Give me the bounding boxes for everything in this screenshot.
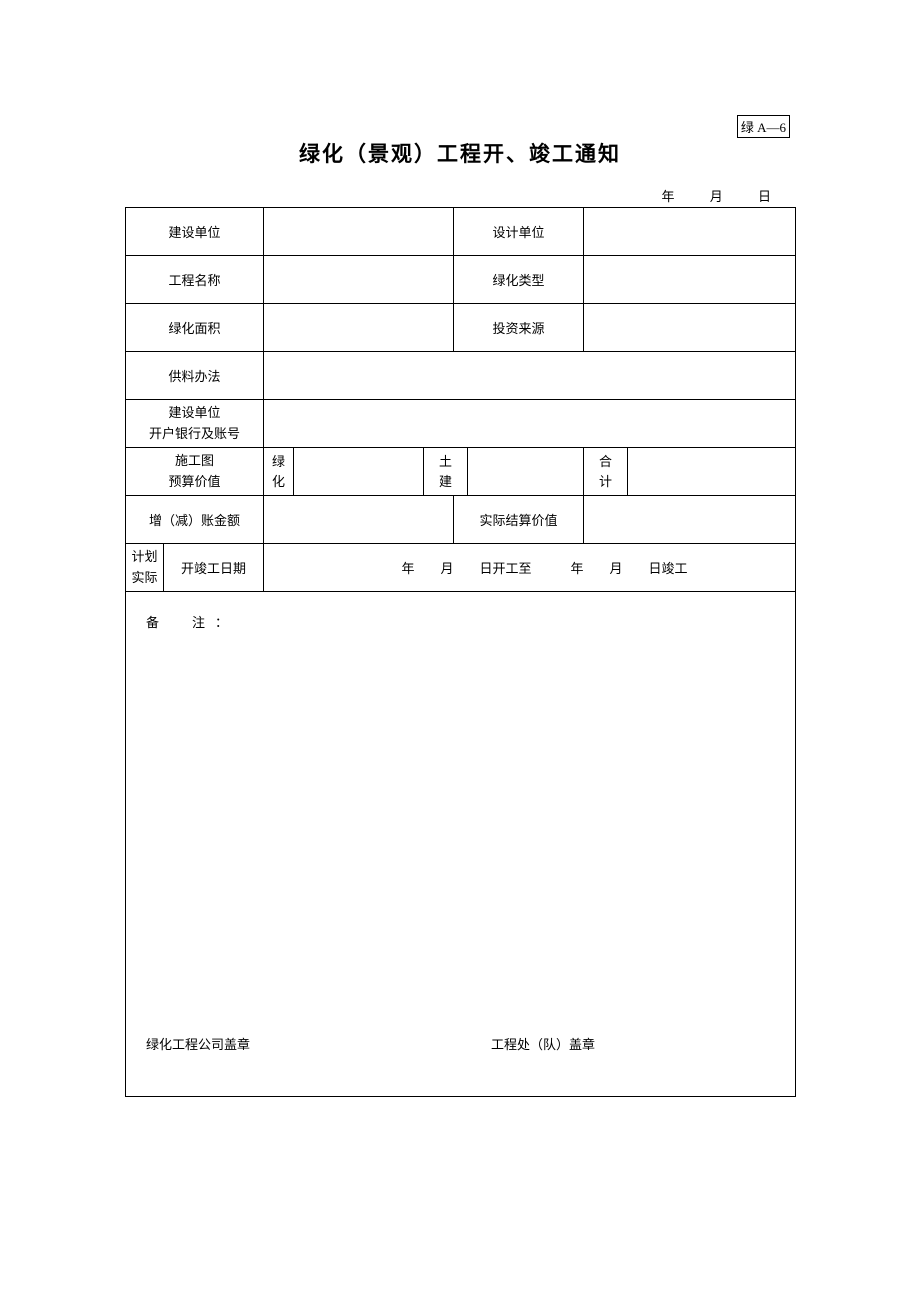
value-design-unit bbox=[584, 208, 796, 256]
month-label: 月 bbox=[710, 189, 725, 204]
label-adjustment: 增（减）账金额 bbox=[126, 496, 264, 544]
value-civil-budget bbox=[468, 448, 584, 496]
value-greening-budget bbox=[294, 448, 424, 496]
label-bank-account: 建设单位 开户银行及账号 bbox=[126, 400, 264, 448]
stamp-team: 工程处（队）盖章 bbox=[491, 1034, 595, 1053]
value-greening-area bbox=[264, 304, 454, 352]
value-date-range: 年 月 日开工至 年 月 日竣工 bbox=[264, 544, 796, 592]
value-bank-account bbox=[264, 400, 796, 448]
form-table: 建设单位 设计单位 工程名称 绿化类型 绿化面积 投资来源 供料办法 建设单位 … bbox=[125, 207, 796, 1097]
label-project-name: 工程名称 bbox=[126, 256, 264, 304]
notes-cell: 备 注： 绿化工程公司盖章 工程处（队）盖章 bbox=[126, 592, 796, 1097]
value-material-supply bbox=[264, 352, 796, 400]
label-start-end-date: 开竣工日期 bbox=[164, 544, 264, 592]
value-project-name bbox=[264, 256, 454, 304]
label-greening-sub: 绿 化 bbox=[264, 448, 294, 496]
value-actual-settlement bbox=[584, 496, 796, 544]
label-design-unit: 设计单位 bbox=[454, 208, 584, 256]
value-greening-type bbox=[584, 256, 796, 304]
label-greening-type: 绿化类型 bbox=[454, 256, 584, 304]
value-construction-unit bbox=[264, 208, 454, 256]
label-total-sub: 合 计 bbox=[584, 448, 628, 496]
label-civil-sub: 土 建 bbox=[424, 448, 468, 496]
label-construction-unit: 建设单位 bbox=[126, 208, 264, 256]
value-investment-source bbox=[584, 304, 796, 352]
label-actual-settlement: 实际结算价值 bbox=[454, 496, 584, 544]
day-label: 日 bbox=[758, 189, 773, 204]
label-material-supply: 供料办法 bbox=[126, 352, 264, 400]
label-budget: 施工图 预算价值 bbox=[126, 448, 264, 496]
label-greening-area: 绿化面积 bbox=[126, 304, 264, 352]
year-label: 年 bbox=[661, 189, 676, 204]
stamp-company: 绿化工程公司盖章 bbox=[146, 1034, 250, 1053]
form-code-badge: 绿 A—6 bbox=[737, 115, 790, 138]
label-plan-actual: 计划 实际 bbox=[126, 544, 164, 592]
date-line: 年 月 日 bbox=[125, 186, 795, 205]
notes-label: 备 注： bbox=[146, 612, 238, 631]
value-adjustment bbox=[264, 496, 454, 544]
value-total-budget bbox=[628, 448, 796, 496]
label-investment-source: 投资来源 bbox=[454, 304, 584, 352]
page-title: 绿化（景观）工程开、竣工通知 bbox=[125, 138, 795, 168]
